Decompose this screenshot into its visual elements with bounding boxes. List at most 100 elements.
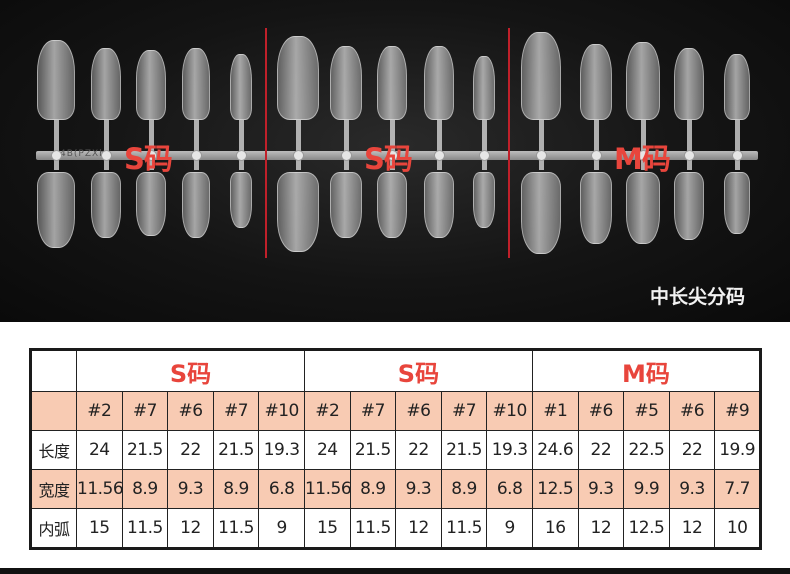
- size-number-cell: #1: [531, 391, 579, 431]
- runner-bar-text: 4B(PZXbt: [60, 149, 111, 159]
- number-row-label: [30, 391, 77, 431]
- tip-stem: [538, 120, 544, 170]
- tip-stem: [734, 120, 740, 170]
- group-header: S码: [303, 349, 533, 392]
- value-cell: 6.8: [486, 469, 533, 509]
- nail-tip: [91, 172, 121, 238]
- tip-stem: [295, 120, 301, 170]
- value-cell: 12.5: [623, 508, 670, 549]
- value-cell: 11.5: [349, 508, 397, 549]
- value-cell: 8.9: [440, 469, 488, 509]
- value-cell: 24: [76, 430, 123, 470]
- tip-stem: [593, 120, 599, 170]
- value-cell: 9.3: [577, 469, 625, 509]
- size-number-cell: #7: [349, 391, 397, 431]
- value-cell: 24.6: [531, 430, 579, 470]
- size-number-cell: #9: [714, 391, 761, 431]
- tip-knob: [535, 150, 547, 161]
- value-cell: 21.5: [440, 430, 488, 470]
- nail-tip: [182, 48, 210, 120]
- value-cell: 22: [395, 430, 442, 470]
- curve-row: 内弧 15 11.5 12 11.5 9 15 11.5 12 11.5 9 16 12 12.5 12 10: [30, 508, 761, 549]
- value-cell: 12: [668, 508, 716, 549]
- nail-tip: [136, 50, 166, 120]
- tip-stem: [238, 120, 244, 170]
- tip-stem: [389, 120, 395, 170]
- nail-tip: [330, 172, 362, 238]
- size-number-cell: #10: [258, 391, 305, 431]
- value-cell: 8.9: [121, 469, 169, 509]
- value-cell: 15: [303, 508, 351, 549]
- row-label: 长度: [30, 430, 77, 470]
- value-cell: 19.9: [714, 430, 761, 470]
- tip-stem: [53, 120, 59, 170]
- value-cell: 10: [714, 508, 761, 549]
- nail-tip: [674, 48, 704, 120]
- nail-tip: [424, 172, 454, 238]
- nail-tip: [424, 46, 454, 120]
- bottom-strip: [0, 568, 790, 574]
- value-cell: 11.5: [212, 508, 260, 549]
- tip-knob: [190, 150, 202, 161]
- nail-tip: [674, 172, 704, 240]
- value-cell: 11.5: [440, 508, 488, 549]
- tip-stem: [436, 120, 442, 170]
- size-number-cell: #5: [623, 391, 670, 431]
- tip-knob: [590, 150, 602, 161]
- value-cell: 9: [486, 508, 533, 549]
- value-cell: 22: [668, 430, 716, 470]
- nail-tip: [230, 54, 252, 120]
- nail-tip: [277, 36, 319, 120]
- nail-tip: [377, 172, 407, 238]
- group-divider: [508, 28, 510, 258]
- tip-knob: [683, 150, 695, 161]
- nail-tip: [724, 54, 750, 120]
- value-cell: 8.9: [212, 469, 260, 509]
- value-cell: 15: [76, 508, 123, 549]
- nail-tip: [473, 172, 495, 228]
- size-number-cell: #2: [76, 391, 123, 431]
- nail-tip: [330, 46, 362, 120]
- row-label: 内弧: [30, 508, 77, 549]
- corner-cell: [30, 349, 77, 392]
- value-cell: 9.3: [668, 469, 716, 509]
- value-cell: 21.5: [349, 430, 397, 470]
- tip-knob: [386, 150, 398, 161]
- tip-stem: [103, 120, 109, 170]
- nail-tip: [521, 32, 561, 120]
- nail-tip: [473, 56, 495, 120]
- tip-knob: [478, 150, 490, 161]
- number-row: #2 #7 #6 #7 #10 #2 #7 #6 #7 #10 #1 #6 #5 #6 #9: [30, 391, 761, 431]
- value-cell: 12: [395, 508, 442, 549]
- value-cell: 8.9: [349, 469, 397, 509]
- value-cell: 9.3: [395, 469, 442, 509]
- nail-tip: [521, 172, 561, 254]
- product-photo: 4B(PZXbt S码 S码 M码 中长尖分码: [0, 0, 790, 322]
- value-cell: 12: [167, 508, 214, 549]
- size-number-cell: #6: [167, 391, 214, 431]
- nail-tip: [37, 172, 75, 248]
- nail-tip: [91, 48, 121, 120]
- tip-knob: [433, 150, 445, 161]
- group-divider: [265, 28, 267, 258]
- tip-knob: [235, 150, 247, 161]
- size-number-cell: #6: [668, 391, 716, 431]
- value-cell: 21.5: [121, 430, 169, 470]
- value-cell: 16: [531, 508, 579, 549]
- value-cell: 22.5: [623, 430, 670, 470]
- tip-knob: [50, 150, 62, 161]
- size-number-cell: #7: [121, 391, 169, 431]
- value-cell: 22: [167, 430, 214, 470]
- size-number-cell: #7: [212, 391, 260, 431]
- row-label: 宽度: [30, 469, 77, 509]
- size-number-cell: #7: [440, 391, 488, 431]
- nail-tip: [136, 172, 166, 236]
- size-number-cell: #6: [577, 391, 625, 431]
- group-header: M码: [531, 349, 762, 392]
- nail-tip: [724, 172, 750, 234]
- tip-stem: [640, 120, 646, 170]
- value-cell: 6.8: [258, 469, 305, 509]
- value-cell: 19.3: [486, 430, 533, 470]
- nail-tip: [580, 44, 612, 120]
- tip-knob: [731, 150, 743, 161]
